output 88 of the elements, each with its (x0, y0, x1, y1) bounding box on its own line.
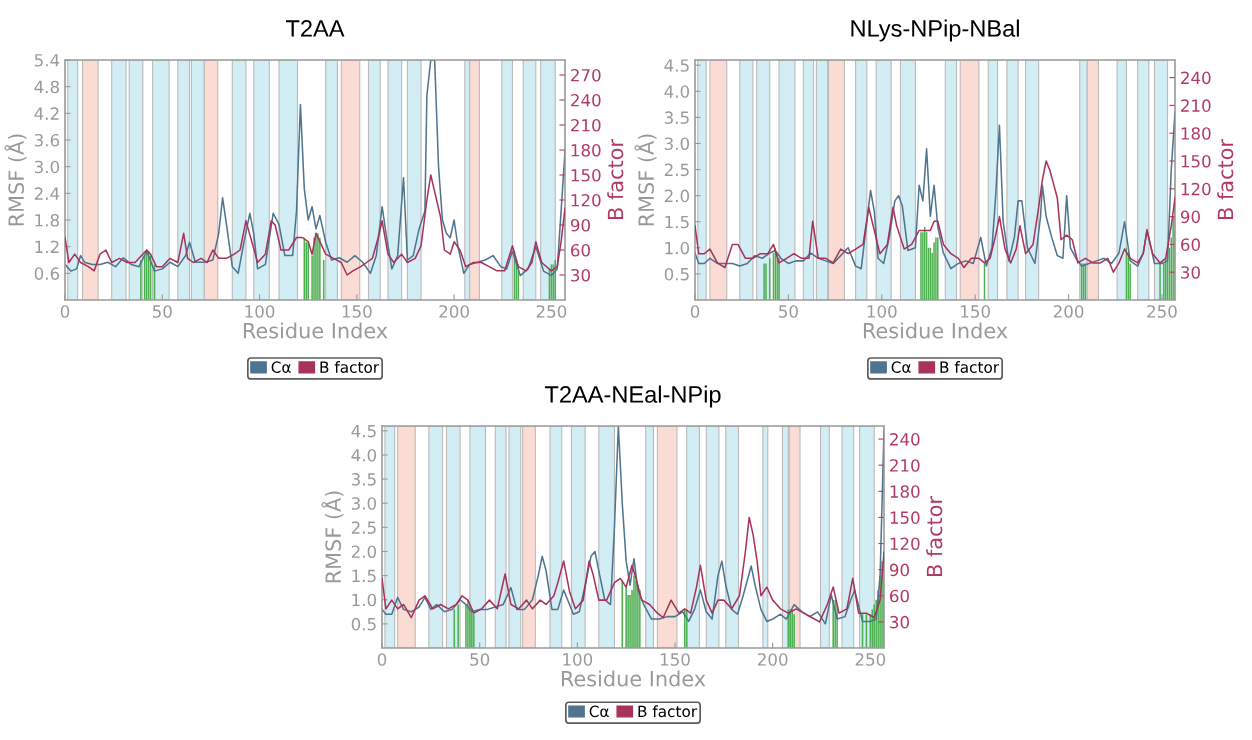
legend-label: Cα (589, 705, 609, 718)
y-tick-label: 3.0 (664, 137, 690, 151)
y-tick-label: 1.0 (665, 241, 690, 255)
legend-label: B factor (638, 705, 698, 718)
y2-axis-title: B factor (607, 139, 624, 219)
y2-tick-label: 60 (1181, 238, 1200, 251)
chart-title: T2AA (286, 20, 345, 37)
y2-tick-label: 30 (890, 615, 909, 629)
x-tick-label: 150 (342, 305, 372, 318)
x-tick-label: 100 (563, 653, 593, 666)
x-tick-label: 200 (1053, 305, 1084, 318)
y-tick-label: 3.0 (351, 497, 377, 510)
y2-tick-label: 240 (1181, 71, 1211, 85)
x-tick-label: 50 (779, 305, 798, 318)
y-tick-label: 4.5 (351, 425, 376, 438)
x-tick-label: 250 (1147, 305, 1177, 318)
y-tick-label: 4.0 (351, 448, 377, 462)
y2-tick-label: 180 (890, 485, 920, 498)
y2-axis-title: B factor (926, 496, 943, 576)
y2-tick-label: 150 (1181, 154, 1211, 168)
x-tick-label: 150 (660, 653, 690, 666)
y2-tick-label: 150 (571, 168, 601, 182)
legend-label: Cα (271, 361, 291, 373)
x-tick-label: 250 (855, 653, 886, 666)
y2-tick-label: 90 (570, 218, 590, 232)
y2-tick-label: 120 (890, 537, 920, 551)
y2-tick-label: 240 (571, 93, 601, 107)
y2-tick-label: 60 (571, 243, 590, 257)
x-tick-label: 100 (245, 305, 275, 318)
x-axis-title: Residue Index (243, 322, 388, 339)
y-axis-title: RMSF (Å) (321, 491, 344, 583)
y-tick-label: 4.5 (664, 59, 689, 72)
y-tick-label: 3.6 (34, 133, 60, 147)
x-axis-title: Residue Index (561, 670, 706, 687)
y2-tick-label: 150 (890, 511, 920, 524)
y2-tick-label: 180 (571, 143, 601, 157)
y-tick-label: 1.0 (352, 593, 377, 607)
x-tick-label: 0 (60, 305, 70, 318)
y-tick-label: 1.5 (665, 215, 689, 229)
x-axis-title: Residue Index (863, 322, 1008, 339)
y2-tick-label: 90 (889, 563, 909, 577)
y-tick-label: 4.0 (664, 85, 690, 98)
y-tick-label: 4.2 (34, 107, 59, 120)
y-tick-label: 3.5 (664, 111, 689, 124)
x-tick-label: 250 (536, 305, 567, 318)
y-tick-label: 2.4 (34, 187, 60, 200)
y-tick-label: 0.5 (664, 267, 689, 281)
y2-tick-label: 30 (1181, 266, 1200, 279)
x-tick-label: 50 (470, 653, 490, 666)
y2-tick-label: 30 (571, 268, 590, 282)
x-tick-label: 150 (961, 305, 990, 318)
y2-axis-title: B factor (1217, 139, 1234, 219)
y-axis-title: RMSF (Å) (634, 134, 657, 226)
y2-tick-label: 120 (1181, 182, 1211, 196)
y-axis-title: RMSF (Å) (4, 134, 27, 226)
legend-label: B factor (940, 361, 1000, 373)
y2-tick-label: 60 (890, 589, 909, 603)
y-tick-label: 3.0 (34, 160, 60, 174)
chart-title: NLys-NPip-NBal (851, 19, 1019, 42)
x-tick-label: 50 (152, 305, 172, 318)
y-tick-label: 4.8 (34, 80, 59, 94)
x-tick-label: 200 (757, 653, 788, 666)
y2-tick-label: 210 (890, 459, 920, 472)
y-tick-label: 0.6 (34, 267, 60, 280)
x-tick-label: 200 (439, 305, 469, 318)
y-tick-label: 1.5 (352, 569, 376, 583)
y-tick-label: 1.2 (35, 240, 59, 253)
y2-tick-label: 180 (1181, 127, 1211, 140)
legend-label: Cα (891, 361, 911, 373)
y-tick-label: 2.5 (351, 521, 376, 534)
y2-tick-label: 90 (1180, 210, 1200, 224)
y-tick-label: 2.5 (664, 163, 689, 177)
chart-title: T2AA-NEal-NPip (544, 385, 721, 408)
y2-tick-label: 210 (1181, 99, 1211, 112)
x-tick-label: 100 (867, 305, 897, 318)
y2-tick-label: 270 (571, 68, 601, 82)
y2-tick-label: 240 (890, 433, 920, 446)
x-tick-label: 0 (377, 653, 387, 666)
y-tick-label: 1.8 (35, 213, 59, 227)
y-tick-label: 2.0 (351, 545, 377, 559)
y-tick-label: 3.5 (351, 473, 376, 486)
y-tick-label: 2.0 (664, 189, 690, 203)
y-tick-label: 0.5 (351, 617, 376, 631)
y-tick-label: 5.4 (34, 54, 60, 67)
y2-tick-label: 120 (571, 193, 601, 207)
x-tick-label: 0 (690, 305, 700, 318)
legend-label: B factor (320, 361, 380, 373)
y2-tick-label: 210 (571, 118, 601, 132)
